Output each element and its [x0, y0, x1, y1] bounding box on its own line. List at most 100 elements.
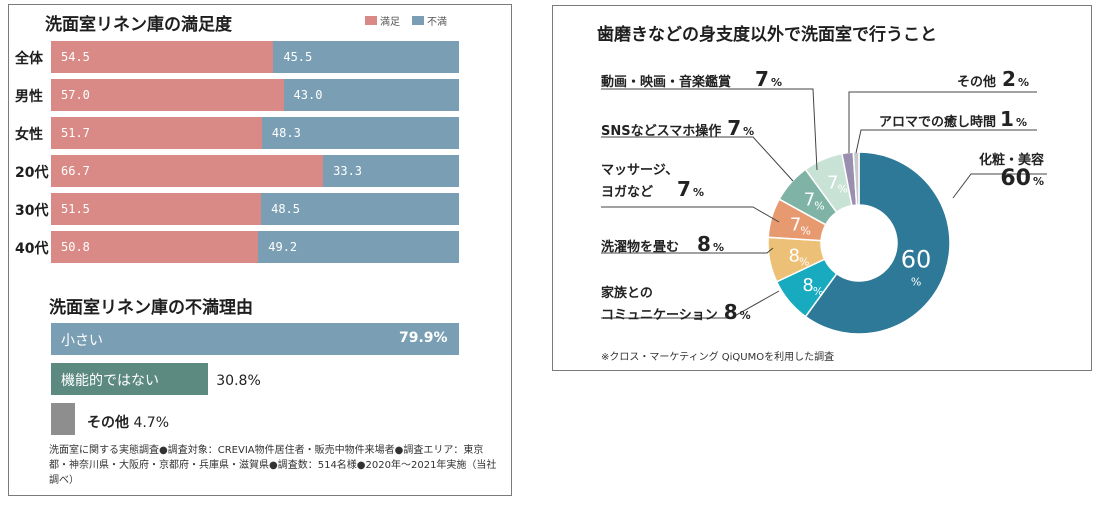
slice-unit-label: % — [911, 276, 921, 289]
bar-value-label: 48.5 — [271, 202, 301, 216]
callout-sns-smartphone: SNSなどスマホ操作 7% — [601, 116, 755, 141]
donut-slice — [852, 151, 860, 206]
callout-unit: % — [712, 241, 724, 254]
bar-value-label: 57.0 — [61, 88, 90, 102]
donut-chart: 60%8 %8 %7 %7 %7% — [601, 88, 1047, 335]
survey-note: 洗面室に関する実態調査●調査対象：CREVIA物件居住者・販売中物件来場者●調査… — [49, 445, 497, 486]
donut-chart-title: 歯磨きなどの身支度以外で洗面室で行うこと — [597, 25, 937, 45]
callout-label: 動画・映画・音楽鑑賞 — [601, 75, 732, 90]
callout-label: アロマでの癒し時間 — [879, 115, 997, 130]
callout-label: その他 — [957, 75, 997, 90]
callout-unit: % — [1032, 175, 1044, 188]
leader-line-other — [848, 91, 1037, 153]
callout-label-line2: ヨガなど — [601, 185, 654, 200]
slice-value-label: 7 — [804, 189, 815, 210]
leader-line-cosmetics — [952, 173, 1047, 199]
reason-bar — [51, 403, 75, 435]
slice-unit-label: % — [838, 182, 848, 195]
bar-value-label: 66.7 — [61, 164, 90, 178]
bar-dissatisfied — [273, 41, 459, 73]
category-label: 30代 — [15, 203, 49, 219]
callout-value: 2 — [1002, 67, 1016, 91]
donut-slice — [804, 151, 951, 335]
reason-label: 小さい — [61, 333, 103, 349]
callout-unit: % — [770, 76, 782, 89]
callout-cosmetics: 化粧・美容 60% — [949, 152, 1044, 191]
callout-video-music: 動画・映画・音楽鑑賞 7% — [601, 67, 782, 92]
reason-label-value: その他 4.7% — [87, 415, 170, 431]
callout-unit: % — [1015, 116, 1027, 129]
legend-label-dissatisfied: 不満 — [427, 17, 447, 28]
slice-value-label: 8 — [802, 275, 813, 296]
bar-satisfied — [51, 231, 259, 263]
bar-satisfied — [51, 193, 262, 225]
callout-label: 家族との — [601, 286, 653, 301]
callout-unit: % — [1017, 76, 1029, 89]
reason-label: 機能的ではない — [61, 373, 159, 389]
callout-label: マッサージ、 — [601, 163, 679, 178]
leader-line-laundry — [601, 247, 774, 254]
callout-value: 8 — [697, 232, 711, 256]
category-label: 全体 — [15, 51, 43, 67]
bar-dissatisfied — [323, 155, 459, 187]
bar-value-label: 51.5 — [61, 202, 90, 216]
category-label: 男性 — [15, 89, 43, 105]
survey-source: ※クロス・マーケティング QiQUMOを利用した調査 — [601, 352, 835, 363]
callout-unit: % — [743, 125, 755, 138]
reason-bar — [51, 323, 459, 355]
slice-unit-label: % — [813, 285, 823, 298]
left-panel: 洗面室リネン庫の満足度 満足 不満 全体 54.5 45.5 男性 57.0 43.0 女性… — [8, 4, 512, 496]
callout-unit: % — [739, 309, 751, 322]
slice-unit-label: % — [800, 225, 810, 238]
reason-value: 79.9% — [399, 330, 448, 346]
leader-line-family — [601, 290, 780, 319]
bar-dissatisfied — [261, 117, 459, 149]
bar-value-label: 54.5 — [61, 50, 90, 64]
slice-unit-label: % — [799, 255, 809, 268]
callout-value: 7 — [727, 116, 742, 140]
satisfaction-legend: 満足 不満 — [365, 13, 447, 28]
callout-aroma: アロマでの癒し時間 1% — [879, 107, 1027, 132]
callout-value: 7 — [755, 67, 769, 91]
slice-unit-label: % — [814, 199, 824, 212]
reason-bar — [51, 363, 209, 395]
callout-label: SNSなどスマホ操作 — [601, 124, 722, 139]
bar-satisfied — [51, 117, 262, 149]
legend-swatch-satisfied — [365, 16, 377, 25]
bar-satisfied — [51, 41, 274, 73]
legend-swatch-dissatisfied — [412, 16, 424, 25]
callout-massage-yoga: マッサージ、 ヨガなど 7% — [601, 162, 704, 202]
callout-fold-laundry: 洗濯物を畳む 8% — [601, 232, 724, 257]
category-label: 40代 — [15, 241, 49, 257]
bar-value-label: 51.7 — [61, 126, 90, 140]
slice-value-label: 7 — [790, 215, 801, 236]
bar-dissatisfied — [258, 231, 459, 263]
bar-value-label: 48.3 — [271, 126, 301, 140]
leader-line-massage — [601, 206, 780, 223]
bar-dissatisfied — [261, 193, 459, 225]
dissatisfaction-chart-title: 洗面室リネン庫の不満理由 — [49, 298, 253, 318]
bar-value-label: 50.8 — [61, 240, 90, 254]
callout-value: 8 — [723, 300, 738, 324]
callout-other: その他 2% — [957, 67, 1029, 92]
bar-value-label: 33.3 — [333, 164, 363, 178]
callout-label: 洗濯物を畳む — [601, 240, 680, 255]
slice-value-label: 60 — [901, 246, 932, 274]
bar-value-label: 49.2 — [268, 240, 298, 254]
callout-family-communication: 家族との コミュニケーション 8% — [601, 285, 751, 325]
slice-value-label: 7 — [827, 172, 838, 193]
legend-label-satisfied: 満足 — [380, 17, 400, 28]
callout-value: 60 — [1000, 166, 1031, 191]
slice-value-label: 8 — [788, 245, 799, 266]
category-label: 女性 — [15, 127, 43, 143]
callout-value: 1 — [1000, 107, 1014, 131]
leader-line-video — [601, 88, 818, 171]
bar-value-label: 43.0 — [293, 88, 323, 102]
bar-satisfied — [51, 79, 284, 111]
callout-value: 7 — [677, 177, 691, 201]
callout-unit: % — [692, 186, 704, 199]
category-label: 20代 — [15, 165, 49, 181]
right-panel: 歯磨きなどの身支度以外で洗面室で行うこと 60% 8% 8% 7% 7% 7% 化粧・美容… — [552, 5, 1092, 371]
leader-line-sns — [601, 136, 794, 182]
bar-value-label: 45.5 — [283, 50, 313, 64]
